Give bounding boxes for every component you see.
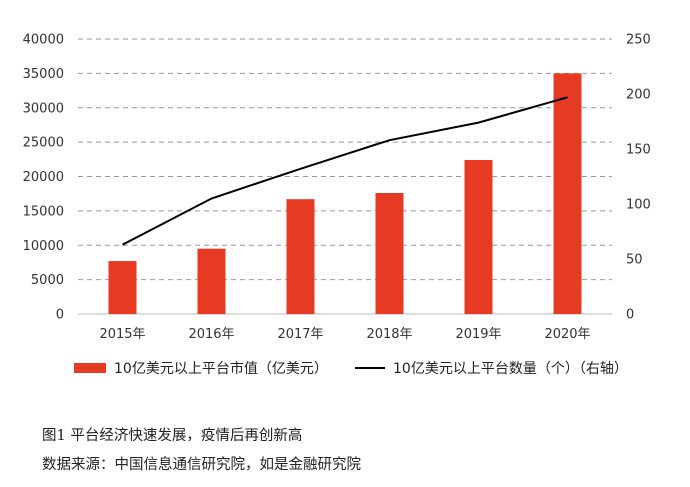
- x-tick-label: 2020年: [544, 327, 590, 342]
- legend-line-swatch: [355, 367, 385, 369]
- y-right-tick-label: 150: [626, 143, 651, 158]
- legend-bar-swatch: [74, 363, 106, 373]
- y-left-tick-label: 35000: [23, 67, 64, 82]
- x-tick-label: 2015年: [99, 327, 145, 342]
- bar: [464, 160, 493, 314]
- bar: [108, 261, 137, 314]
- y-left-tick-label: 20000: [23, 170, 64, 185]
- y-left-tick-label: 25000: [23, 136, 64, 151]
- bar: [286, 199, 315, 314]
- chart-area: 0 5000 10000 15000 20000 25000 30000 35000 40000…: [23, 33, 651, 343]
- x-tick-label: 2019年: [455, 327, 501, 342]
- y-right-tick-label: 0: [626, 308, 634, 323]
- y-right-tick-label: 100: [626, 198, 651, 213]
- x-tick-label: 2016年: [188, 327, 234, 342]
- y-right-tick-label: 50: [626, 253, 643, 268]
- x-tick-label: 2017年: [277, 327, 323, 342]
- x-tick-label: 2018年: [366, 327, 412, 342]
- legend-bar-label: 10亿美元以上平台市值（亿美元）: [114, 361, 328, 377]
- y-left-tick-label: 30000: [23, 101, 64, 116]
- figure-caption: 图1 平台经济快速发展，疫情后再创新高: [42, 428, 303, 444]
- bar: [553, 73, 582, 314]
- y-left-tick-label: 0: [56, 308, 64, 323]
- legend-line-entry: 10亿美元以上平台数量（个）（右轴）: [355, 358, 628, 378]
- bar: [197, 248, 226, 314]
- source-note: 数据来源：中国信息通信研究院，如是金融研究院: [42, 457, 361, 473]
- y-left-tick-label: 40000: [23, 33, 64, 48]
- legend-line-label: 10亿美元以上平台数量（个）（右轴）: [393, 361, 628, 377]
- y-left-tick-label: 5000: [31, 273, 64, 288]
- y-right-tick-label: 200: [626, 88, 651, 103]
- line-series: [122, 96, 568, 246]
- y-right-tick-label: 250: [626, 33, 651, 48]
- legend-bar-entry: 10亿美元以上平台市值（亿美元）: [74, 358, 328, 378]
- y-left-tick-label: 15000: [23, 204, 64, 219]
- bar: [375, 193, 404, 314]
- y-left-tick-label: 10000: [23, 239, 64, 254]
